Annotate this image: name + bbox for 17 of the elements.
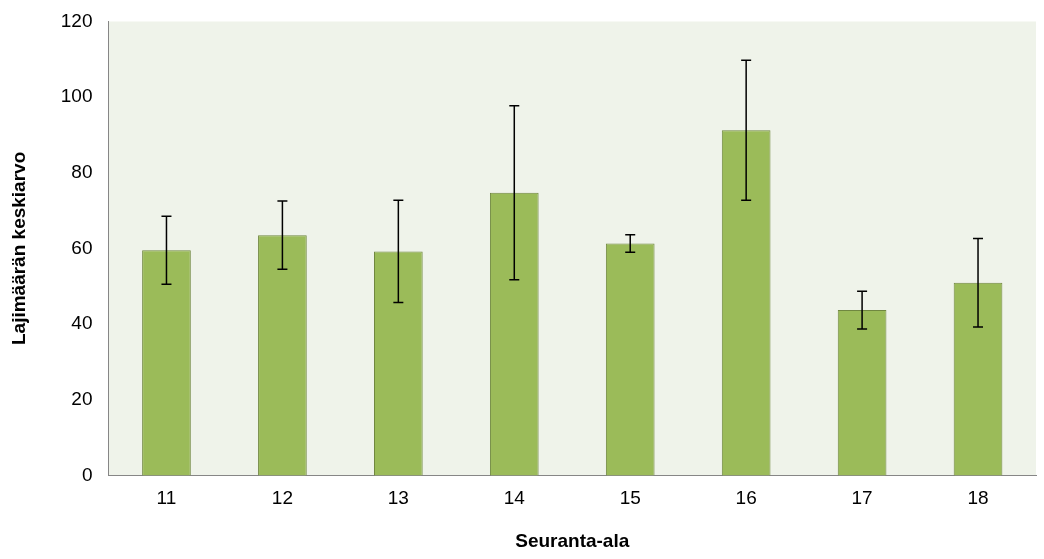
y-tick-label: 100 — [60, 85, 93, 107]
y-axis-title: Lajimäärän keskiarvo — [7, 151, 29, 346]
x-tick-label: 16 — [735, 487, 757, 509]
x-tick-label: 14 — [503, 487, 526, 509]
y-tick-label: 80 — [71, 160, 93, 182]
x-tick-label: 18 — [967, 487, 989, 509]
x-tick-label: 13 — [387, 487, 409, 509]
y-tick-label: 40 — [71, 312, 93, 334]
x-tick-label: 15 — [619, 487, 641, 509]
y-tick-label: 60 — [71, 236, 93, 258]
y-tick-label: 0 — [81, 463, 93, 485]
x-tick-label: 11 — [156, 487, 177, 509]
y-tick-label: 20 — [71, 387, 93, 409]
x-axis-title: Seuranta-ala — [515, 529, 630, 551]
y-tick-label: 120 — [60, 9, 93, 31]
x-tick-label: 17 — [851, 487, 873, 509]
x-tick-label: 12 — [271, 487, 293, 509]
